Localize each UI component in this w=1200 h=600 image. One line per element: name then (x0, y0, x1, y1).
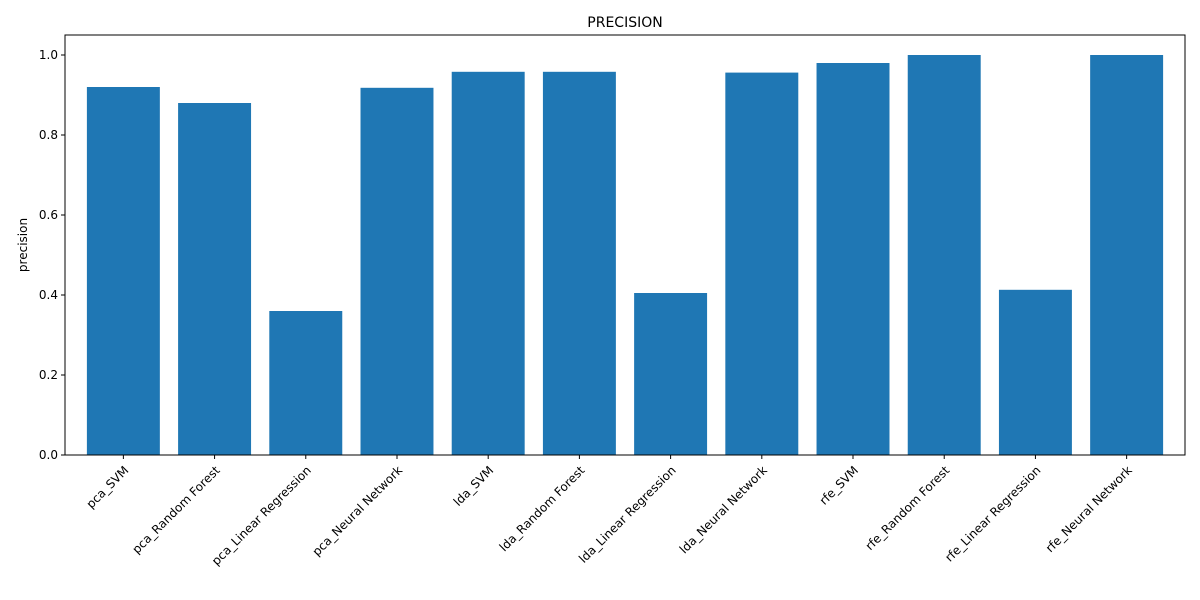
y-tick-label: 0.2 (39, 368, 58, 382)
x-tick-label: lda_Random Forest (497, 463, 588, 554)
x-tick-label: pca_SVM (84, 463, 132, 511)
x-tick-label: lda_SVM (451, 463, 497, 509)
x-tick-label: lda_Neural Network (677, 463, 770, 556)
bar-9 (816, 63, 890, 455)
bar-6 (542, 71, 616, 456)
y-tick-label: 0.8 (39, 128, 58, 142)
x-tick-label: rfe_Neural Network (1043, 463, 1135, 555)
bar-7 (634, 293, 708, 455)
y-axis-label: precision (16, 218, 30, 272)
bar-8 (725, 72, 799, 455)
bar-2 (178, 103, 252, 455)
x-tick-label: pca_Neural Network (310, 463, 406, 559)
bar-11 (998, 289, 1072, 455)
y-tick-label: 0.6 (39, 208, 58, 222)
plot-frame (64, 34, 1186, 456)
bars-group (86, 55, 1164, 456)
x-tick-label: pca_Linear Regression (209, 463, 314, 568)
x-tick-label: rfe_SVM (817, 463, 861, 507)
y-tick-label: 1.0 (39, 48, 58, 62)
bar-3 (269, 311, 343, 455)
bar-10 (907, 55, 981, 455)
bar-12 (1090, 55, 1164, 455)
x-tick-label: lda_Linear Regression (576, 463, 679, 566)
bar-1 (86, 87, 160, 455)
x-tick-label: rfe_Linear Regression (942, 463, 1043, 564)
y-tick-label: 0.0 (39, 448, 58, 462)
bar-4 (360, 87, 434, 456)
x-tick-label: rfe_Random Forest (863, 463, 953, 553)
y-axis: 0.0 0.2 0.4 0.6 0.8 1.0 (39, 48, 65, 462)
chart-title: PRECISION (587, 15, 662, 31)
y-tick-label: 0.4 (39, 288, 58, 302)
bar-5 (451, 71, 525, 456)
x-tick-label: pca_Random Forest (129, 463, 222, 556)
